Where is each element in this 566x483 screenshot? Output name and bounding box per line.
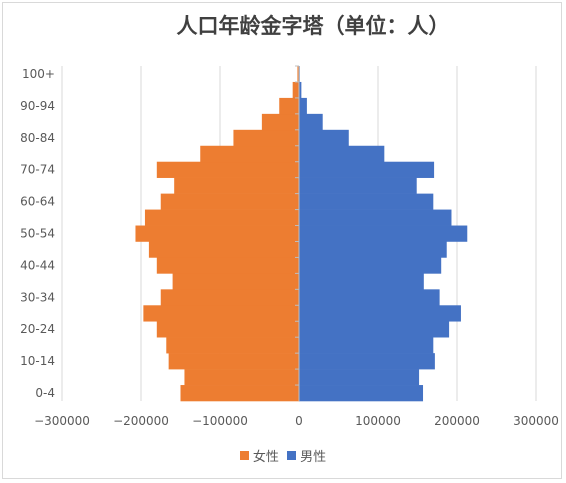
bar-female-15-19[interactable] [166,337,299,354]
bar-female-80-84[interactable] [233,129,299,147]
bar-male-50-54[interactable] [299,225,468,242]
bar-male-95-99[interactable] [299,81,302,99]
legend: 女性 男性 [0,446,566,465]
y-tick-label: 20-24 [20,322,55,336]
legend-label-male: 男性 [300,450,327,465]
bar-female-40-44[interactable] [156,257,299,274]
bar-female-100+[interactable] [297,66,299,83]
x-tick-label: −300000 [34,414,90,428]
bar-female-20-24[interactable] [156,321,299,338]
y-tick-label: 0-4 [35,386,55,400]
bar-male-15-19[interactable] [299,337,434,354]
y-tick-label: 50-54 [20,227,55,241]
legend-swatch-male [287,451,297,460]
bar-female-90-94[interactable] [279,97,299,115]
bar-male-30-34[interactable] [299,289,440,306]
bar-female-65-69[interactable] [174,177,299,194]
bar-male-35-39[interactable] [299,273,424,290]
legend-label-female: 女性 [252,450,279,465]
bar-male-90-94[interactable] [299,97,307,115]
x-tick-label: −200000 [113,414,169,428]
x-tick-label: 200000 [434,414,480,428]
bar-female-95-99[interactable] [292,81,299,99]
bar-male-40-44[interactable] [299,257,442,274]
x-tick-label: 100000 [355,414,401,428]
bar-female-45-49[interactable] [148,241,299,258]
bar-female-35-39[interactable] [172,273,299,290]
y-tick-label: 70-74 [20,163,55,177]
bars [135,66,468,402]
bar-female-25-29[interactable] [143,305,299,322]
bar-female-85-89[interactable] [261,113,299,131]
y-tick-label: 60-64 [20,195,55,209]
bar-male-5-9[interactable] [299,369,420,386]
legend-item-female[interactable]: 女性 [239,446,279,465]
x-tick-label: −100000 [192,414,248,428]
y-tick-label: 90-94 [20,99,55,113]
y-tick-label: 30-34 [20,290,55,304]
bar-male-55-59[interactable] [299,209,452,226]
y-tick-label: 100+ [22,67,55,81]
y-tick-label: 10-14 [20,354,55,368]
bar-male-20-24[interactable] [299,321,450,338]
bar-female-50-54[interactable] [135,225,299,242]
bar-female-70-74[interactable] [156,161,299,178]
bar-male-80-84[interactable] [299,129,349,147]
axes: −300000 −200000 −100000 0 100000 200000 300000… [20,65,559,428]
bar-female-10-14[interactable] [168,353,299,370]
bar-female-75-79[interactable] [200,145,299,163]
bar-female-5-9[interactable] [184,369,299,386]
bar-male-25-29[interactable] [299,305,461,322]
x-tick-label: 300000 [513,414,559,428]
bar-female-60-64[interactable] [160,193,299,210]
bar-female-55-59[interactable] [144,209,299,226]
bar-male-60-64[interactable] [299,193,434,210]
legend-item-male[interactable]: 男性 [287,446,326,465]
bar-male-65-69[interactable] [299,177,417,194]
legend-swatch-female [239,451,249,460]
bar-female-0-4[interactable] [180,385,300,402]
x-tick-label: 0 [295,414,303,428]
bar-male-70-74[interactable] [299,161,435,178]
y-tick-label: 80-84 [20,131,55,145]
bar-male-75-79[interactable] [299,145,385,163]
bar-male-0-4[interactable] [299,385,424,402]
y-tick-label: 40-44 [20,258,55,272]
bar-male-10-14[interactable] [299,353,435,370]
bar-male-85-89[interactable] [299,113,323,131]
bar-female-30-34[interactable] [160,289,299,306]
chart-title: 人口年龄金字塔（单位：人） [176,13,450,38]
bar-male-45-49[interactable] [299,241,447,258]
